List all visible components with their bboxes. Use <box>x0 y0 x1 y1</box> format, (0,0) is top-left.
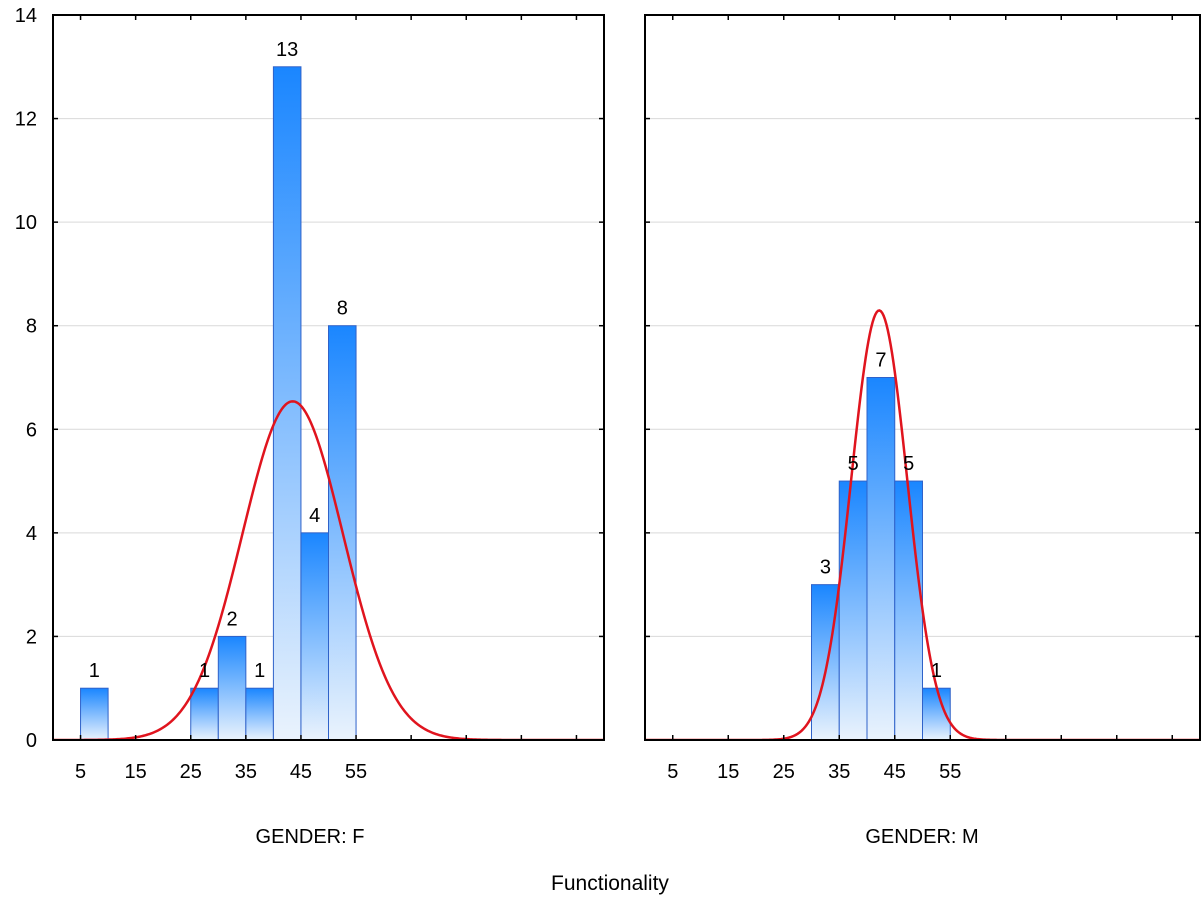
x-tick-label: 15 <box>125 761 147 783</box>
histogram-bar <box>80 687 109 741</box>
y-tick-label: 6 <box>26 419 37 441</box>
x-tick-label: 5 <box>667 761 678 783</box>
x-tick-label: 35 <box>235 761 257 783</box>
panel-title-gender-m: GENDER: M <box>865 826 978 848</box>
bar-value-label: 2 <box>227 608 238 630</box>
histogram-bar <box>838 480 868 741</box>
bar-value-label: 13 <box>276 39 298 61</box>
histogram-bar <box>190 687 219 741</box>
x-tick-label: 25 <box>180 761 202 783</box>
y-tick-label: 10 <box>15 212 37 234</box>
x-tick-label: 35 <box>828 761 850 783</box>
bar-value-label: 1 <box>199 660 210 682</box>
histogram-bar <box>217 635 247 741</box>
x-tick-label: 5 <box>75 761 86 783</box>
bar-value-label: 4 <box>309 505 320 527</box>
bar-value-label: 3 <box>820 557 831 579</box>
histogram-bar <box>300 532 330 741</box>
bar-value-label: 1 <box>89 660 100 682</box>
x-axis-label: Functionality <box>551 872 669 895</box>
x-tick-label: 45 <box>884 761 906 783</box>
histogram-bar <box>245 687 274 741</box>
bar-value-label: 1 <box>254 660 265 682</box>
y-tick-label: 2 <box>26 626 37 648</box>
x-tick-label: 55 <box>939 761 961 783</box>
bar-value-label: 7 <box>875 350 886 372</box>
x-tick-label: 15 <box>717 761 739 783</box>
plot-frame <box>644 14 1201 741</box>
bar-value-label: 1 <box>931 660 942 682</box>
y-tick-label: 0 <box>26 730 37 752</box>
y-tick-label: 4 <box>26 523 37 545</box>
y-tick-label: 14 <box>15 5 37 27</box>
bar-value-label: 5 <box>903 453 914 475</box>
y-tick-label: 8 <box>26 316 37 338</box>
x-tick-label: 25 <box>773 761 795 783</box>
plot-frame <box>52 14 605 741</box>
bar-value-label: 8 <box>337 298 348 320</box>
panel-title-gender-f: GENDER: F <box>256 826 365 848</box>
normal-fit-curve <box>645 309 1200 740</box>
x-tick-label: 45 <box>290 761 312 783</box>
y-tick-label: 12 <box>15 109 37 131</box>
histogram-bar <box>866 377 896 741</box>
histogram-bar <box>894 480 923 741</box>
x-tick-label: 55 <box>345 761 367 783</box>
bar-value-label: 5 <box>848 453 859 475</box>
